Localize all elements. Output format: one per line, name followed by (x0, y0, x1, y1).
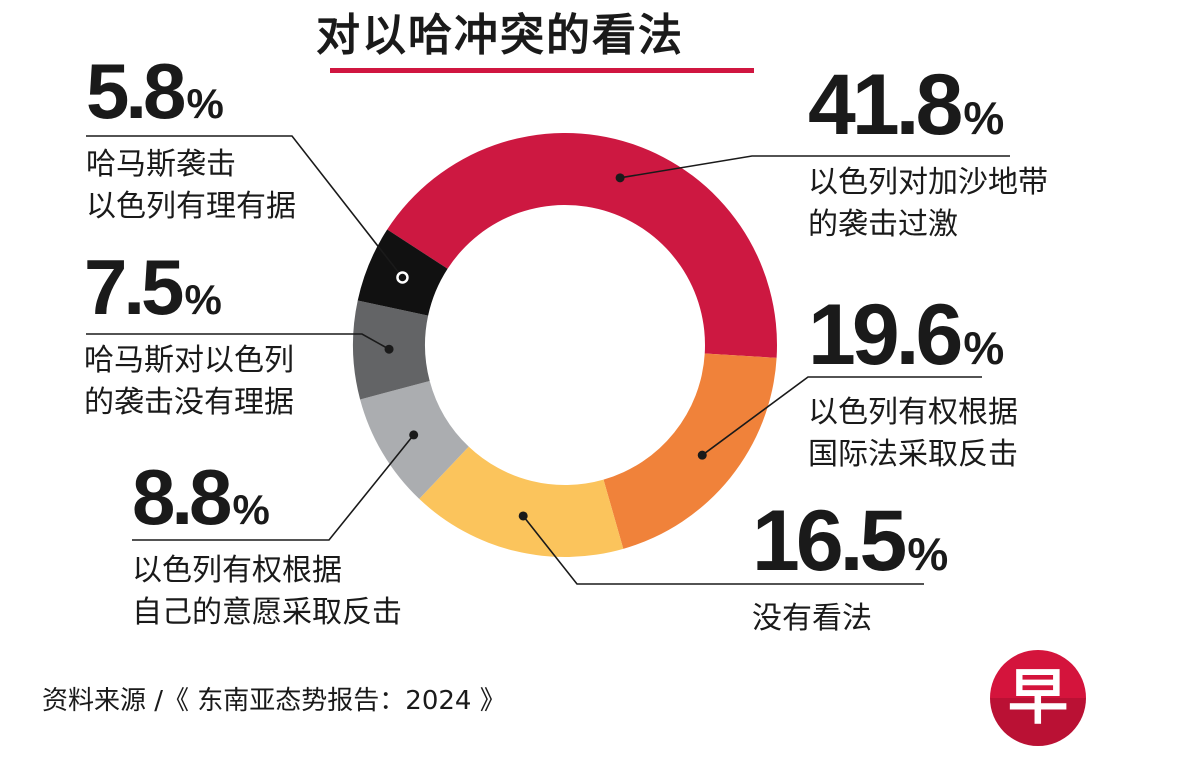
value-number: 5.8 (86, 47, 186, 135)
donut-slice (387, 132, 777, 358)
category-label-line: 国际法采取反击 (808, 437, 1018, 472)
callout-slice-1: 19.6% 以色列有权根据 国际法采取反击 (808, 292, 1018, 476)
leader-anchor-dot (518, 511, 528, 521)
value-label: 16.5% (752, 498, 948, 584)
category-label-line: 以色列对加沙地带 (808, 165, 1048, 200)
value-label: 5.8% (86, 52, 296, 130)
category-label-line: 自己的意愿采取反击 (132, 595, 402, 630)
category-label-line: 的袭击没有理据 (84, 385, 294, 420)
donut-slice (603, 353, 777, 549)
percent-sign: % (963, 322, 1005, 374)
callout-slice-5: 5.8% 哈马斯袭击 以色列有理有据 (86, 52, 296, 228)
category-label: 以色列对加沙地带 的袭击过激 (808, 162, 1048, 246)
chart-title: 对以哈冲突的看法 (316, 10, 684, 61)
percent-sign: % (232, 486, 270, 533)
value-number: 8.8 (132, 453, 232, 541)
leader-line (86, 333, 390, 350)
category-label-line: 哈马斯对以色列 (84, 343, 294, 378)
category-label-line: 哈马斯袭击 (86, 147, 236, 182)
zaobao-logo-icon: 早 (990, 650, 1086, 746)
leader-anchor-dot (409, 430, 419, 440)
value-number: 41.8 (808, 57, 963, 153)
category-label-line: 以色列有权根据 (808, 395, 1018, 430)
leader-anchor-dot (396, 271, 409, 284)
callout-slice-0: 41.8% 以色列对加沙地带 的袭击过激 (808, 62, 1048, 246)
category-label: 以色列有权根据 国际法采取反击 (808, 392, 1018, 476)
value-label: 19.6% (808, 292, 1018, 378)
percent-sign: % (963, 92, 1005, 144)
value-label: 7.5% (84, 248, 294, 326)
leader-anchor-dot (384, 344, 394, 354)
leader-line (132, 434, 415, 541)
title-underline (330, 68, 754, 73)
value-number: 7.5 (84, 243, 184, 331)
leader-anchor-dot (697, 450, 707, 460)
logo-glyph: 早 (1008, 663, 1068, 733)
category-label-line: 没有看法 (752, 601, 872, 636)
donut-slice (419, 446, 624, 558)
value-label: 41.8% (808, 62, 1048, 148)
category-label: 哈马斯袭击 以色列有理有据 (86, 144, 296, 228)
leader-anchor-dot (615, 173, 625, 183)
category-label-line: 的袭击过激 (808, 207, 958, 242)
value-label: 8.8% (132, 458, 402, 536)
leader-line (619, 155, 1010, 179)
leader-line (86, 135, 404, 278)
donut-slice (360, 380, 469, 499)
leader-line (701, 376, 982, 456)
percent-sign: % (184, 276, 222, 323)
category-label: 哈马斯对以色列 的袭击没有理据 (84, 340, 294, 424)
category-label-line: 以色列有权根据 (132, 553, 342, 588)
category-label-line: 以色列有理有据 (86, 189, 296, 224)
percent-sign: % (907, 528, 949, 580)
category-label: 没有看法 (752, 598, 948, 640)
source-note: 资料来源 /《 东南亚态势报告：2024 》 (42, 686, 506, 716)
callout-slice-3: 8.8% 以色列有权根据 自己的意愿采取反击 (132, 458, 402, 634)
callout-slice-2: 16.5% 没有看法 (752, 498, 948, 640)
callout-slice-4: 7.5% 哈马斯对以色列 的袭击没有理据 (84, 248, 294, 424)
percent-sign: % (186, 80, 224, 127)
value-number: 19.6 (808, 287, 963, 383)
category-label: 以色列有权根据 自己的意愿采取反击 (132, 550, 402, 634)
value-number: 16.5 (752, 493, 907, 589)
leader-line (522, 515, 924, 585)
